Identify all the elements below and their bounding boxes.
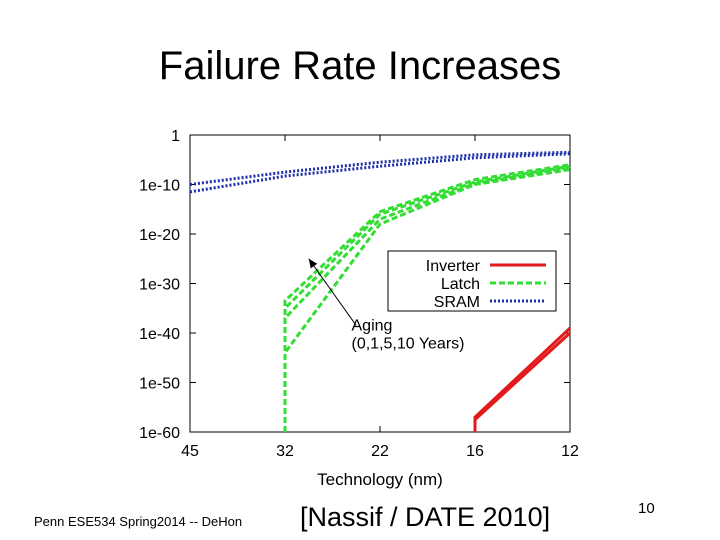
legend-label-latch: Latch — [441, 276, 480, 293]
citation: [Nassif / DATE 2010] — [300, 502, 551, 532]
y-tick-label: 1e-50 — [139, 376, 180, 393]
annotation-line-2: (0,1,5,10 Years) — [352, 336, 465, 353]
x-axis-label: Technology (nm) — [317, 470, 443, 489]
slide-title: Failure Rate Increases — [158, 44, 562, 88]
y-tick-label: 1 — [171, 128, 180, 145]
series-group — [189, 150, 572, 432]
series-line-inverter — [473, 331, 572, 432]
x-tick-label: 22 — [371, 443, 389, 460]
series-line-inverter — [473, 327, 572, 432]
x-tick-label: 16 — [466, 443, 484, 460]
y-tick-label: 1e-40 — [139, 326, 180, 343]
series-line-latch — [283, 168, 571, 432]
footer-course: Penn ESE534 Spring2014 -- DeHon — [34, 514, 243, 529]
series-line-sram — [189, 152, 571, 194]
annotation-arrow — [308, 258, 357, 326]
y-tick-label: 1e-20 — [139, 227, 180, 244]
y-tick-label: 1e-10 — [139, 178, 180, 195]
x-tick-label: 45 — [181, 443, 199, 460]
series-line-latch — [283, 163, 571, 432]
legend-label-sram: SRAM — [434, 294, 480, 311]
y-tick-label: 1e-60 — [139, 425, 180, 442]
aging-annotation: Aging (0,1,5,10 Years) — [308, 258, 465, 353]
annotation-arrowhead — [308, 258, 318, 269]
x-tick-label: 12 — [561, 443, 579, 460]
legend-label-inverter: Inverter — [426, 258, 481, 275]
x-tick-label: 32 — [276, 443, 294, 460]
y-tick-label: 1e-30 — [139, 277, 180, 294]
annotation-line-1: Aging — [352, 318, 393, 335]
page-number: 10 — [638, 500, 655, 517]
